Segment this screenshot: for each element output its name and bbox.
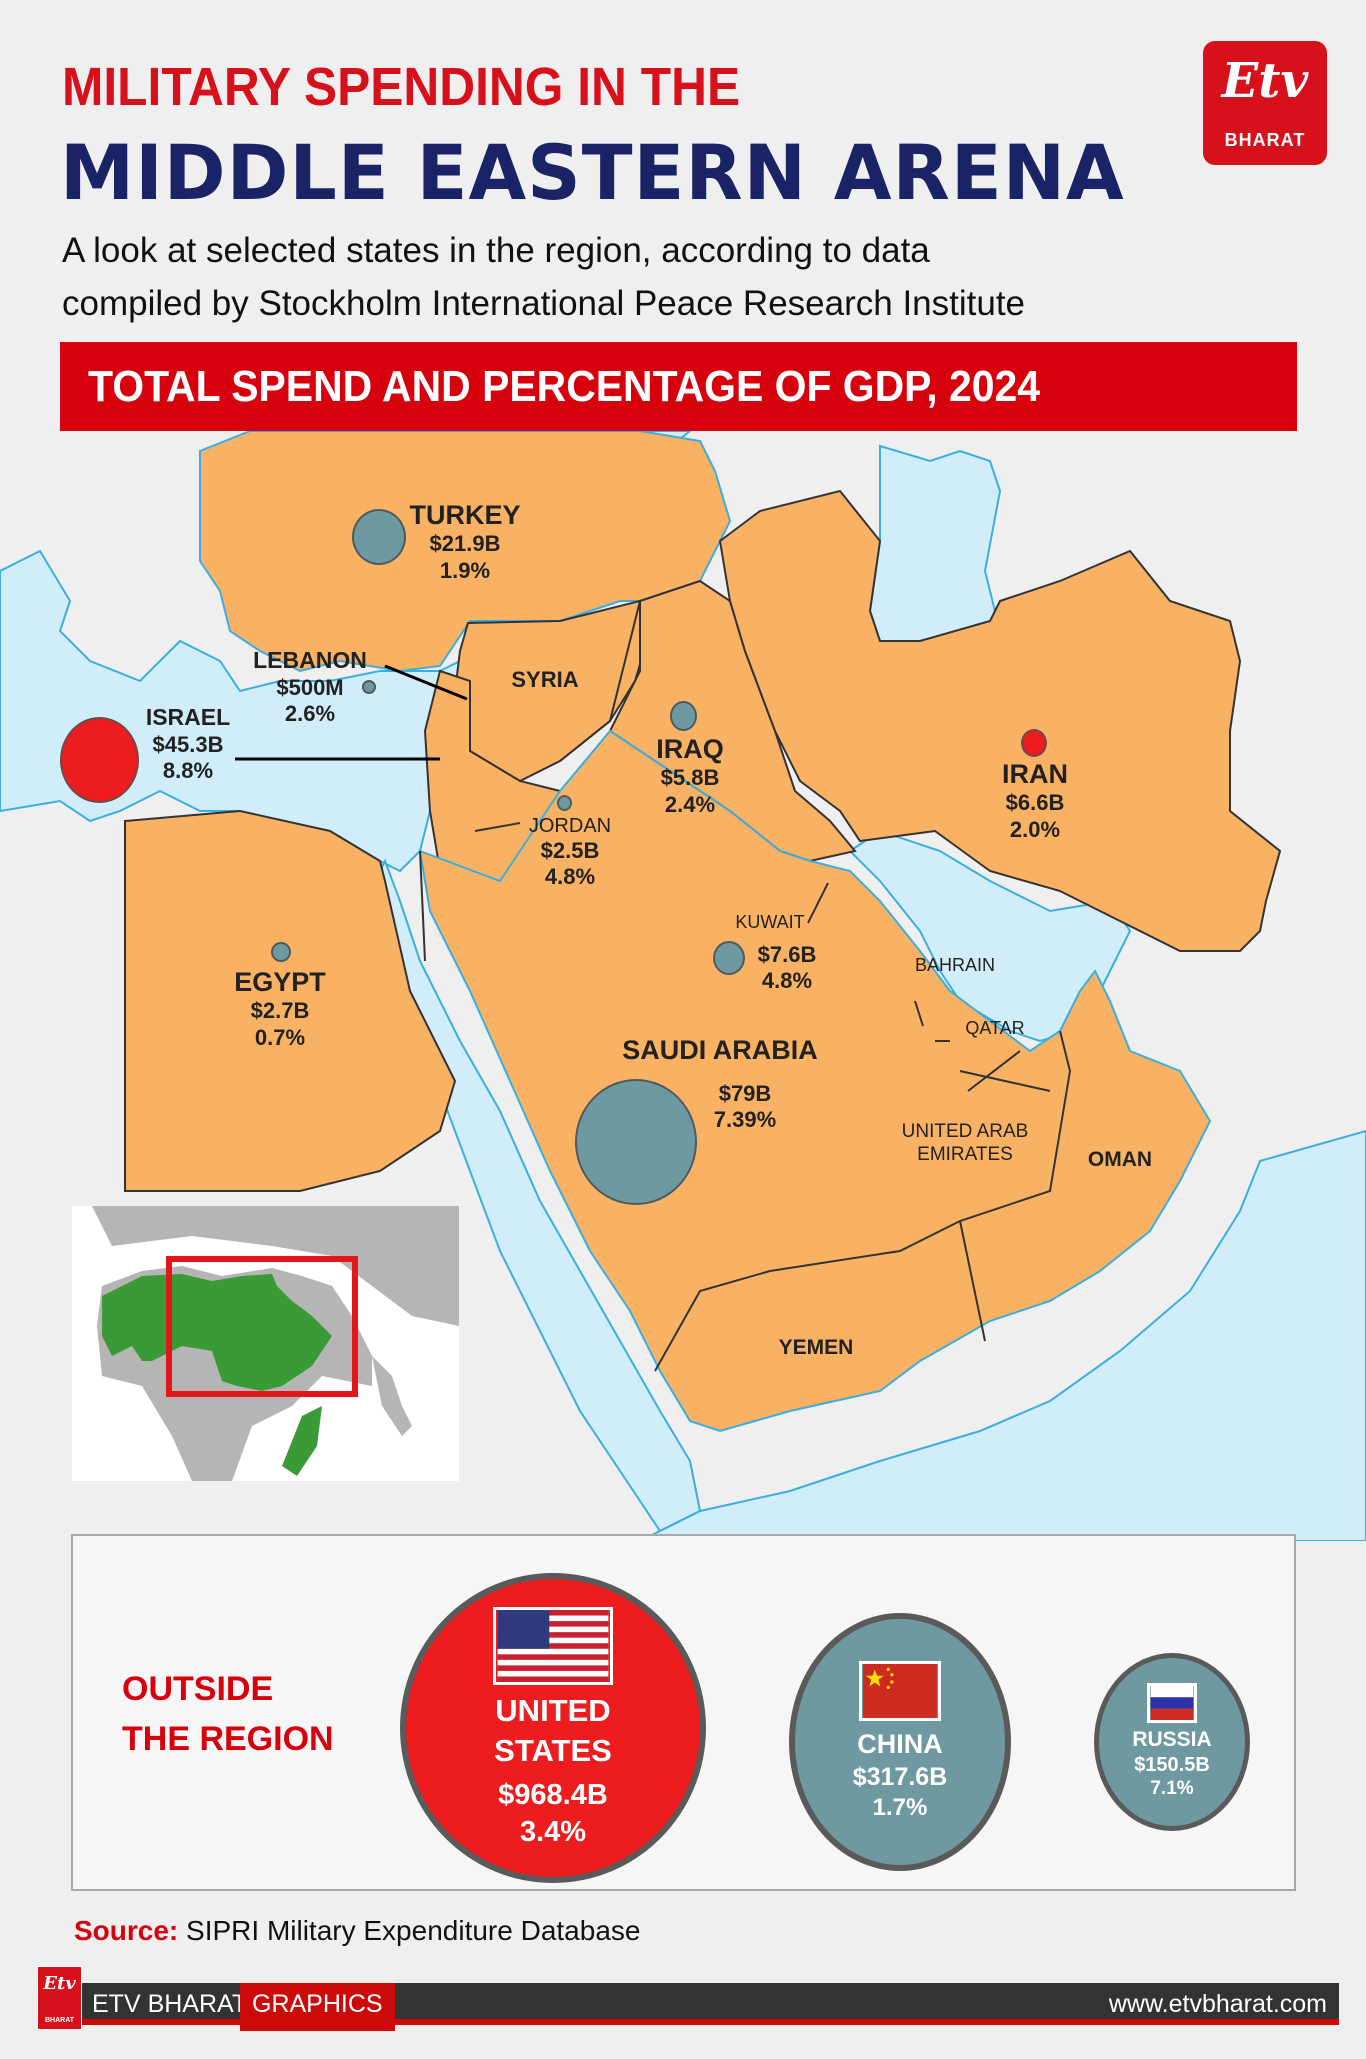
footer-section: GRAPHICS (240, 1983, 395, 2031)
label-kuwait-values: $7.6B 4.8% (757, 942, 817, 994)
subtitle: A look at selected states in the region,… (62, 224, 1312, 330)
footer-bar: ETV BHARAT GRAPHICS www.etvbharat.com (47, 1983, 1339, 2031)
source-note: Source: SIPRI Military Expenditure Datab… (74, 1915, 640, 1947)
outside-region-title: OUTSIDE THE REGION (122, 1670, 334, 1758)
label-jordan: JORDAN $2.5B 4.8% (528, 815, 612, 890)
us-name-line-1: UNITED (495, 1693, 611, 1728)
etv-bharat-logo: Etv BHARAT (1203, 41, 1327, 165)
world-locator-icon (72, 1206, 459, 1481)
section-banner: TOTAL SPEND AND PERCENTAGE OF GDP, 2024 (60, 342, 1297, 431)
russia-spend: $150.5B (1134, 1754, 1210, 1776)
turkey-bubble (352, 509, 406, 565)
footer-url: www.etvbharat.com (1108, 1990, 1327, 2018)
subtitle-line-1: A look at selected states in the region,… (62, 231, 930, 270)
label-saudi-arabia-values: $79B 7.39% (713, 1081, 777, 1133)
label-egypt: EGYPT $2.7B 0.7% (234, 967, 326, 1050)
us-flag-icon (493, 1607, 613, 1685)
saudi-arabia-bubble (575, 1079, 697, 1205)
kuwait-bubble (713, 941, 745, 975)
egypt-bubble (271, 942, 291, 962)
region-highlight-box (166, 1256, 358, 1397)
label-qatar: QATAR (965, 1018, 1025, 1038)
us-spend: $968.4B (498, 1779, 608, 1811)
middle-east-map: TURKEY $21.9B 1.9% LEBANON $500M 2.6% IS… (0, 431, 1366, 1541)
label-turkey: TURKEY $21.9B 1.9% (409, 500, 521, 583)
jordan-bubble (557, 795, 572, 811)
footer-logo-text: BHARAT (44, 2017, 75, 2024)
label-israel: ISRAEL $45.3B 8.8% (145, 704, 231, 783)
inset-locator-map (72, 1206, 459, 1481)
china-spend: $317.6B (852, 1763, 948, 1791)
russia-flag-icon (1147, 1683, 1197, 1723)
china-gdp: 1.7% (872, 1794, 928, 1821)
title-line-1: MILITARY SPENDING IN THE (62, 57, 741, 117)
label-syria: SYRIA (511, 667, 579, 692)
us-name-line-2: STATES (494, 1733, 612, 1768)
china-name: CHINA (857, 1729, 943, 1759)
russia-gdp: 7.1% (1150, 1778, 1194, 1799)
label-kuwait: KUWAIT (735, 912, 805, 932)
lebanon-bubble (362, 680, 376, 694)
label-iraq: IRAQ $5.8B 2.4% (656, 734, 724, 817)
label-bahrain: BAHRAIN (914, 955, 995, 975)
footer-brand: ETV BHARAT (92, 1990, 248, 2018)
source-text: SIPRI Military Expenditure Database (186, 1915, 641, 1946)
subtitle-line-2: compiled by Stockholm International Peac… (62, 284, 1026, 323)
title-line-2: MIDDLE EASTERN ARENA (60, 128, 1125, 217)
russia-bubble: RUSSIA $150.5B 7.1% (1094, 1653, 1250, 1831)
iraq-bubble (670, 701, 697, 731)
map-shapes-icon (0, 431, 1366, 1541)
footer-logo-mark: Etv (43, 1973, 76, 1994)
label-lebanon: LEBANON $500M 2.6% (253, 647, 367, 726)
source-label: Source: (74, 1915, 179, 1946)
label-saudi-arabia: SAUDI ARABIA (622, 1035, 818, 1065)
china-flag-icon (859, 1661, 941, 1721)
label-uae: UNITED ARAB EMIRATES (901, 1121, 1029, 1165)
russia-name: RUSSIA (1132, 1728, 1212, 1751)
label-iran: IRAN $6.6B 2.0% (1002, 759, 1068, 842)
china-bubble: CHINA $317.6B 1.7% (789, 1613, 1011, 1871)
banner-label: TOTAL SPEND AND PERCENTAGE OF GDP, 2024 (88, 361, 1040, 411)
israel-bubble (60, 717, 139, 803)
logo-mark: Etv (1221, 53, 1309, 109)
iran-bubble (1021, 729, 1047, 757)
label-oman: OMAN (1087, 1148, 1153, 1171)
logo-text: BHARAT (1224, 130, 1306, 150)
footer-logo: Etv BHARAT (37, 1966, 82, 2030)
us-gdp: 3.4% (519, 1816, 587, 1848)
label-yemen: YEMEN (778, 1336, 854, 1359)
united-states-bubble: UNITED STATES $968.4B 3.4% (400, 1573, 706, 1883)
